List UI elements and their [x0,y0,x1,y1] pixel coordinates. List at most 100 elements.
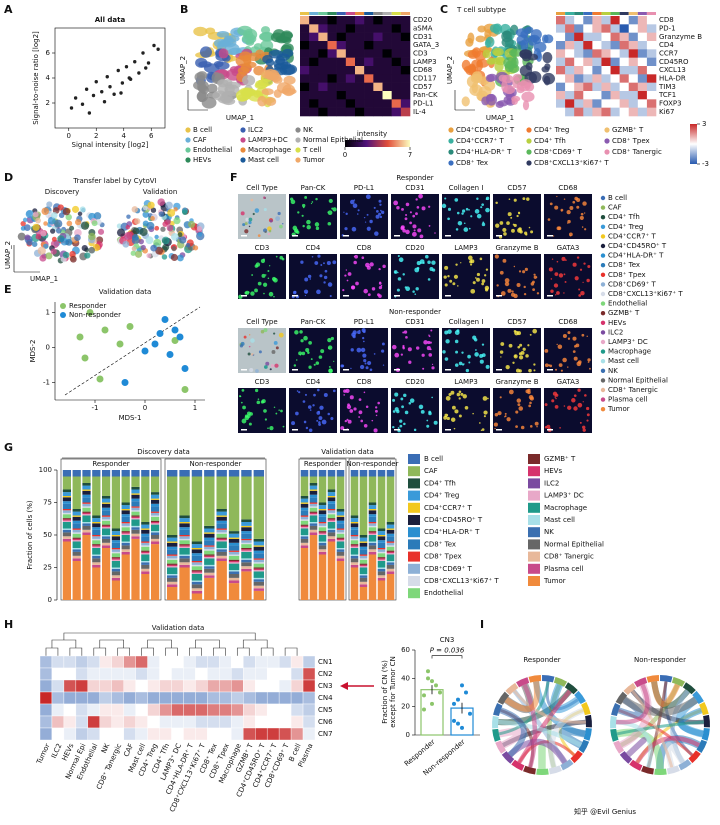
data-point [101,326,109,334]
heatmap-cell [111,727,124,741]
micrograph-signal [350,367,352,370]
bar-segment [62,470,72,477]
micrograph-signal [363,288,368,294]
micrograph-signal [269,368,272,371]
micrograph-signal [321,419,327,425]
micrograph-signal [318,355,323,359]
micrograph-signal [431,396,433,399]
micrograph-signal [344,227,348,231]
bar-segment [131,486,140,490]
bar-segment [386,529,395,534]
micrograph-signal [468,208,470,211]
heatmap-cell [183,655,196,669]
micrograph-signal [458,397,461,400]
heatmap-cell [556,82,566,92]
bar-segment [82,532,91,535]
micrograph-signal [264,418,268,421]
bar-segment [101,502,111,504]
bar-segment [368,551,377,555]
micrograph-signal [354,254,358,259]
micrograph-signal [482,221,485,224]
micrograph-signal [261,399,266,404]
heatmap-cell [99,727,112,741]
heatmap-cell [159,703,172,717]
micrograph-signal [277,211,281,216]
micrograph-signal [418,404,424,410]
micrograph-signal [455,350,459,354]
data-point [116,68,120,73]
micrograph-signal [275,346,279,350]
bar-segment [141,568,150,572]
heatmap-cell [51,703,65,717]
umap-cells [265,58,275,67]
bar-segment [377,540,386,543]
bar-segment [121,502,130,506]
bar-segment [386,522,395,525]
umap-cell [165,201,173,210]
bar-segment [101,520,111,525]
micrograph-signal [494,427,496,430]
bar-segment [101,516,111,520]
bar-segment [309,515,318,522]
micrograph-signal [308,365,312,369]
legend-swatch [528,502,540,513]
bar-segment [300,524,309,526]
umap-cells [542,51,553,64]
legend-swatch [600,291,606,297]
bar-segment [72,555,81,559]
p-value: P = 0.036 [430,647,465,655]
umap-cell [24,234,31,241]
micrograph-signal [500,342,505,346]
heatmap-cell [290,655,304,669]
data-point [141,51,145,55]
heatmap-cell [565,32,575,42]
bar-segment [386,533,395,537]
heatmap-cell [382,91,392,100]
micrograph-signal [267,226,272,232]
micrograph-signal [392,410,396,413]
micrograph-signal [304,277,309,282]
bar-segment [141,546,150,551]
image-label: Granzyme B [496,244,539,252]
heatmap-cell [111,655,124,669]
bar-segment [82,523,91,526]
micrograph-signal [497,411,502,416]
heatmap-cell [345,66,356,75]
micrograph-signal [579,421,582,424]
data-point [144,66,148,70]
bar-segment [111,531,121,535]
legend-swatch [185,147,191,153]
micrograph-signal [382,264,386,269]
bar-segment [92,522,101,524]
marker-label: TCF1 [658,91,676,99]
colorbar [345,140,410,147]
bar-segment [241,550,252,552]
heatmap-cell [628,66,639,75]
heatmap-cell [87,691,100,705]
heatmap-cell [628,74,639,83]
heatmap-cell [364,91,374,100]
heatmap-cell [75,679,89,693]
heatmap-cell [318,49,328,58]
micrograph-signal [378,199,382,203]
chord-segment [578,739,590,753]
micrograph-signal [455,263,458,266]
y-axis-label: Signal-to-noise ratio [log2] [32,31,40,125]
micrograph-signal [487,397,489,400]
image-label: Collagen I [449,184,484,192]
bar-segment [386,546,395,551]
legend-swatch [408,478,420,489]
bar-segment [228,470,240,477]
bar-segment [141,522,150,525]
micrograph-signal [357,209,360,212]
bar-segment [309,535,318,600]
bar-segment [359,575,368,578]
bar-segment [368,532,377,534]
bar-segment [216,470,227,477]
micrograph-signal [456,392,461,397]
bar-segment [350,564,359,568]
bar-segment [191,590,203,594]
micrograph-signal [241,389,245,392]
bar-segment [318,502,327,506]
micrograph-signal [297,211,300,214]
